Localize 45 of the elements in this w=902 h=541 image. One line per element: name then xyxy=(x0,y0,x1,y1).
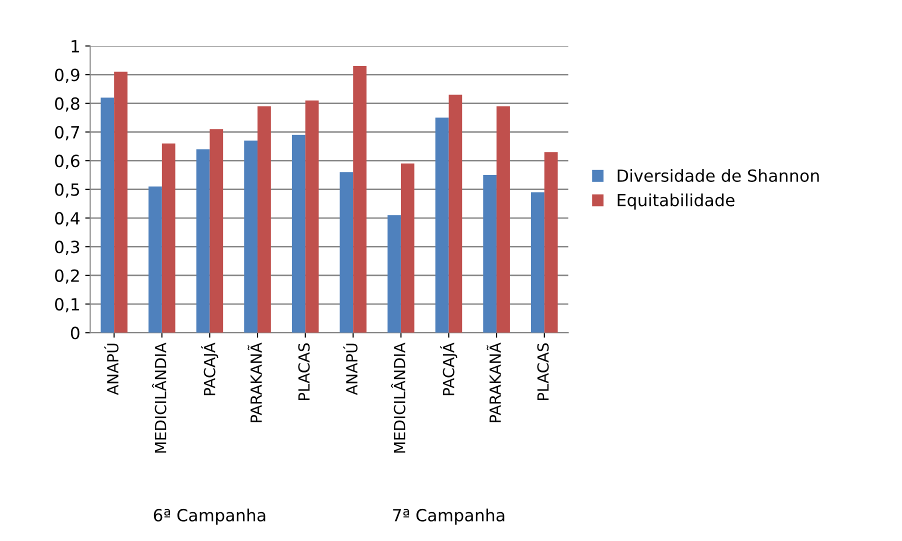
bar xyxy=(258,106,271,333)
bar xyxy=(340,172,354,333)
x-tick-label: ANAPÚ xyxy=(104,344,119,396)
bar xyxy=(244,140,258,333)
bar xyxy=(388,215,401,333)
y-tick-label: 0,1 xyxy=(55,298,79,312)
y-tick-label: 0,2 xyxy=(55,269,79,284)
bar xyxy=(530,192,544,333)
bar xyxy=(148,186,162,333)
y-tick-label: 1 xyxy=(72,40,79,52)
legend-label: Diversidade de Shannon xyxy=(618,169,819,182)
text: 6ª Campanha xyxy=(154,508,266,525)
bar xyxy=(196,149,210,333)
bar xyxy=(353,66,367,333)
y-tick-label: 0,3 xyxy=(55,240,80,255)
y-tick-label: 0,7 xyxy=(55,126,80,140)
y-tick-label: 0,6 xyxy=(55,154,80,169)
legend-label: Equitabilidade xyxy=(618,194,734,210)
y-tick-label: 0,4 xyxy=(55,212,80,226)
y-tick-label: 0 xyxy=(70,326,80,340)
x-tick-label: PARAKANÃ xyxy=(248,342,262,422)
bar xyxy=(483,175,497,333)
bar xyxy=(400,164,414,333)
x-tick-label: MEDICILÂNDIA xyxy=(152,342,166,453)
x-tick-label: MEDICILÂNDIA xyxy=(391,342,406,453)
x-tick-label: PLACAS xyxy=(537,343,549,400)
bar xyxy=(544,152,558,333)
bar xyxy=(305,100,319,333)
y-tick-label: 0,5 xyxy=(55,183,80,198)
x-tick-label: PACAJÁ xyxy=(201,342,218,396)
bar xyxy=(162,143,176,333)
bar xyxy=(114,72,128,333)
bar xyxy=(292,134,306,333)
x-tick-label: PACAJÁ xyxy=(440,342,458,396)
bar xyxy=(496,106,510,333)
bar xyxy=(210,129,224,333)
text: 7ª Campanha xyxy=(393,508,504,525)
y-tick-label: 0,9 xyxy=(55,68,80,83)
bar xyxy=(100,98,114,333)
y-tick-label: 0,8 xyxy=(55,97,80,112)
x-tick-label: PARAKANÃ xyxy=(486,342,501,422)
x-tick-label: ANAPÚ xyxy=(343,344,358,396)
bar xyxy=(448,94,462,333)
bar xyxy=(435,118,449,333)
x-tick-label: PLACAS xyxy=(298,343,310,400)
